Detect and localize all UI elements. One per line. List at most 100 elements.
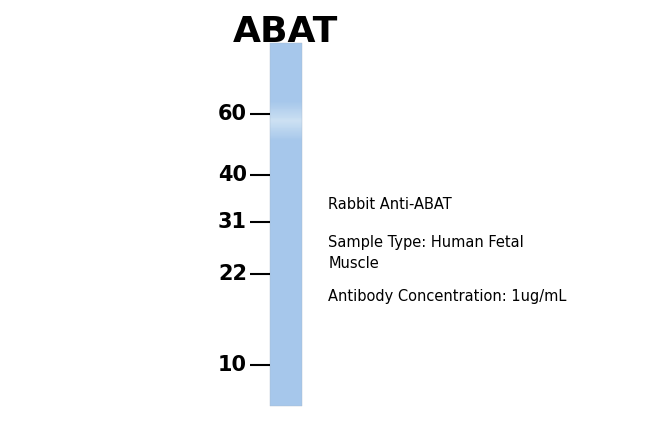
Bar bbox=[270, 382, 302, 384]
Bar bbox=[270, 226, 302, 227]
Bar bbox=[270, 127, 302, 128]
Bar bbox=[270, 196, 302, 197]
Bar bbox=[270, 403, 302, 404]
Bar bbox=[270, 269, 302, 270]
Bar bbox=[270, 164, 302, 165]
Bar bbox=[270, 281, 302, 283]
Bar bbox=[270, 404, 302, 405]
Bar bbox=[270, 93, 302, 94]
Bar bbox=[270, 230, 302, 231]
Bar bbox=[270, 112, 302, 113]
Bar bbox=[270, 274, 302, 276]
Bar bbox=[270, 342, 302, 343]
Bar bbox=[270, 86, 302, 88]
Bar bbox=[270, 312, 302, 314]
Bar bbox=[270, 55, 302, 57]
Bar bbox=[270, 224, 302, 226]
Bar bbox=[270, 298, 302, 299]
Bar bbox=[270, 222, 302, 223]
Bar bbox=[270, 344, 302, 345]
Bar bbox=[270, 216, 302, 217]
Bar bbox=[270, 122, 302, 123]
Bar bbox=[270, 247, 302, 248]
Bar bbox=[270, 232, 302, 233]
Bar bbox=[270, 80, 302, 81]
Bar bbox=[270, 105, 302, 107]
Bar bbox=[270, 147, 302, 149]
Bar bbox=[270, 205, 302, 206]
Bar bbox=[270, 114, 302, 116]
Bar bbox=[270, 377, 302, 378]
Bar bbox=[270, 238, 302, 239]
Bar bbox=[270, 279, 302, 280]
Text: 31: 31 bbox=[218, 213, 247, 232]
Bar bbox=[270, 133, 302, 134]
Bar bbox=[270, 52, 302, 53]
Bar bbox=[270, 223, 302, 225]
Bar bbox=[270, 62, 302, 63]
Bar bbox=[270, 286, 302, 287]
Bar bbox=[270, 297, 302, 298]
Bar bbox=[270, 51, 302, 52]
Bar bbox=[270, 254, 302, 255]
Bar bbox=[270, 159, 302, 160]
Bar bbox=[270, 194, 302, 195]
Bar bbox=[270, 107, 302, 108]
Bar bbox=[270, 378, 302, 379]
Bar bbox=[270, 150, 302, 151]
Bar bbox=[270, 113, 302, 114]
Bar bbox=[270, 271, 302, 273]
Bar bbox=[270, 341, 302, 343]
Bar bbox=[270, 65, 302, 67]
Bar bbox=[270, 162, 302, 163]
Bar bbox=[270, 251, 302, 253]
Bar bbox=[270, 384, 302, 385]
Bar bbox=[270, 232, 302, 234]
Bar bbox=[270, 99, 302, 100]
Bar bbox=[270, 260, 302, 261]
Bar bbox=[270, 218, 302, 219]
Bar bbox=[270, 209, 302, 210]
Bar bbox=[270, 242, 302, 244]
Bar bbox=[270, 370, 302, 372]
Bar bbox=[270, 151, 302, 152]
Bar bbox=[270, 155, 302, 157]
Bar bbox=[270, 195, 302, 197]
Bar bbox=[270, 67, 302, 68]
Bar bbox=[270, 169, 302, 170]
Bar bbox=[270, 383, 302, 384]
Bar bbox=[270, 138, 302, 140]
Bar bbox=[270, 89, 302, 90]
Bar bbox=[270, 116, 302, 118]
Bar bbox=[270, 212, 302, 213]
Bar bbox=[270, 338, 302, 339]
Bar bbox=[270, 337, 302, 338]
Bar bbox=[270, 98, 302, 99]
Bar bbox=[270, 405, 302, 406]
Bar bbox=[270, 215, 302, 216]
Bar bbox=[270, 395, 302, 396]
Bar bbox=[270, 305, 302, 306]
Bar bbox=[270, 349, 302, 350]
Bar bbox=[270, 90, 302, 91]
Bar bbox=[270, 243, 302, 245]
Bar bbox=[270, 352, 302, 353]
Bar bbox=[270, 334, 302, 335]
Bar bbox=[270, 225, 302, 226]
Bar bbox=[270, 263, 302, 264]
Bar bbox=[270, 331, 302, 333]
Bar bbox=[270, 316, 302, 317]
Bar bbox=[270, 290, 302, 292]
Bar bbox=[270, 402, 302, 403]
Bar bbox=[270, 172, 302, 173]
Bar bbox=[270, 44, 302, 46]
Bar bbox=[270, 77, 302, 79]
Bar bbox=[270, 296, 302, 297]
Bar bbox=[270, 208, 302, 209]
Bar bbox=[270, 321, 302, 323]
Bar bbox=[270, 126, 302, 127]
Bar bbox=[270, 244, 302, 245]
Bar bbox=[270, 92, 302, 93]
Bar bbox=[270, 91, 302, 92]
Bar bbox=[270, 339, 302, 340]
